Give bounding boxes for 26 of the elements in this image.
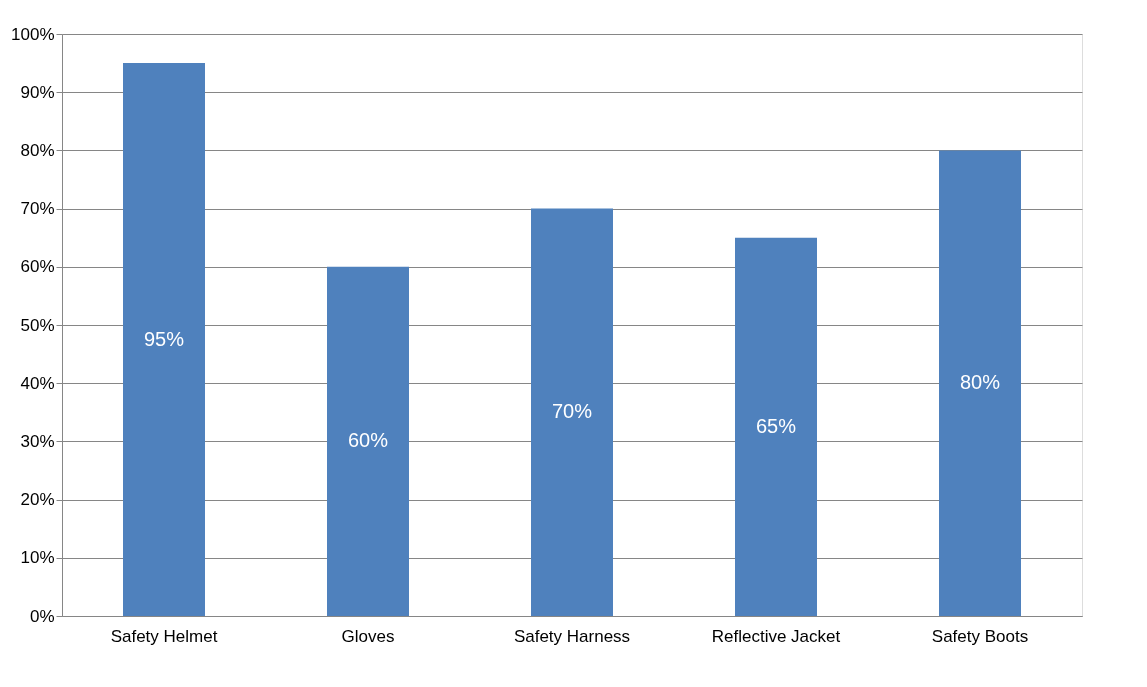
x-tick-label: Safety Harness <box>513 626 631 646</box>
data-label: 95% <box>143 327 185 350</box>
x-tick-label: Gloves <box>341 626 395 646</box>
y-tick-label: 50% <box>20 315 55 335</box>
x-tick-label: Safety Boots <box>931 626 1029 646</box>
y-tick-label: 100% <box>11 24 55 44</box>
data-label: 65% <box>755 414 797 437</box>
data-label: 70% <box>551 400 593 423</box>
y-tick-label: 60% <box>20 257 55 277</box>
x-tick-label: Reflective Jacket <box>711 626 841 646</box>
bar <box>531 208 613 616</box>
bar <box>123 63 205 616</box>
y-tick-label: 0% <box>29 606 55 626</box>
y-tick-label: 20% <box>20 490 55 510</box>
y-tick-label: 90% <box>20 82 55 102</box>
y-tick-label: 10% <box>20 548 55 568</box>
bar <box>735 237 817 616</box>
y-tick-label: 80% <box>20 140 55 160</box>
bar <box>939 150 1021 616</box>
x-tick-label: Safety Helmet <box>110 626 218 646</box>
data-label: 80% <box>959 371 1001 394</box>
y-tick-label: 70% <box>20 199 55 219</box>
y-tick-label: 40% <box>20 373 55 393</box>
bar <box>327 266 409 616</box>
y-tick-label: 30% <box>20 431 55 451</box>
data-label: 60% <box>347 429 389 452</box>
